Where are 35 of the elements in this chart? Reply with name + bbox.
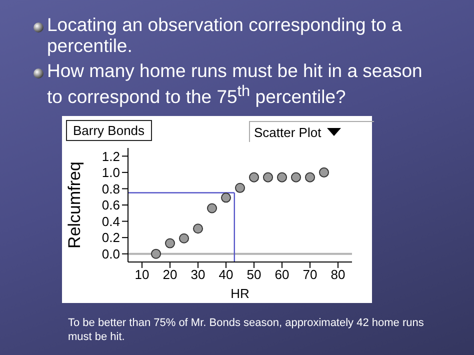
x-tick-label: 40	[218, 267, 234, 282]
point	[178, 233, 190, 244]
point	[304, 172, 316, 182]
x-tick-label: 30	[190, 267, 206, 282]
y-tick-label: 0.0	[102, 246, 120, 262]
x-tick-label: 50	[246, 267, 262, 282]
y-tick-label: 0.2	[102, 230, 120, 246]
chart-title: Locating an observation corresponding to a percentile.	[47, 14, 403, 56]
point	[150, 248, 162, 259]
x-tick-label: 80	[330, 267, 346, 282]
point	[234, 182, 246, 193]
point	[276, 172, 288, 182]
point	[206, 203, 218, 214]
y-tick-label: 1.0	[102, 165, 120, 180]
x-axis-title: HR	[230, 286, 250, 301]
point	[220, 192, 232, 203]
y-tick-label: 0.6	[102, 198, 120, 213]
text: Scatter Plot	[254, 124, 322, 140]
chart-subtitle: How many home runs must be hit in a season to correspond to the 75$^{th}$ percentile?	[47, 60, 424, 108]
text: To be better than 75% of Mr. Bonds season, approximately 42 home runs must be hit.	[68, 316, 425, 344]
y-tick-label: 1.2	[102, 148, 120, 164]
point	[164, 238, 176, 248]
point	[318, 167, 330, 178]
y-axis-title: Relcumfreq	[65, 162, 84, 248]
y-tick-label: 0.4	[102, 214, 120, 229]
x-tick-label: 70	[302, 267, 318, 282]
y-tick-label: 0.8	[102, 181, 120, 196]
point	[290, 172, 302, 182]
text: Barry Bonds	[66, 120, 152, 141]
x-tick-label: 60	[274, 267, 290, 282]
x-tick-label: 10	[134, 267, 150, 282]
x-tick-label: 20	[162, 267, 178, 282]
point	[192, 224, 204, 234]
point	[248, 172, 260, 182]
point	[262, 172, 274, 182]
